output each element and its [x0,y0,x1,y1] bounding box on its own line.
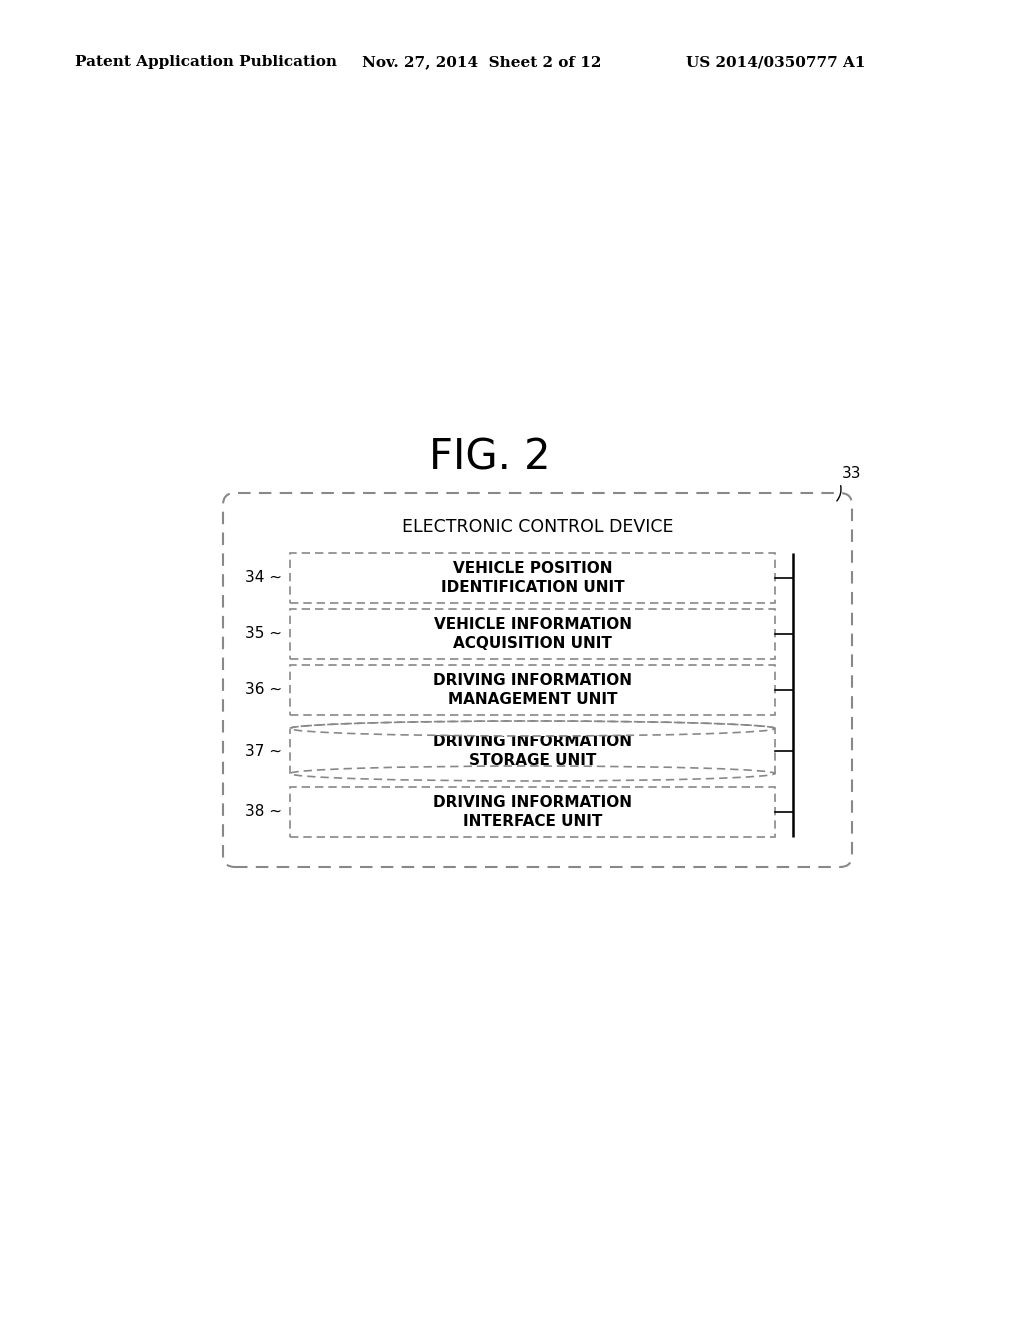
FancyBboxPatch shape [290,609,775,659]
Text: 33: 33 [842,466,861,480]
Text: VEHICLE POSITION
IDENTIFICATION UNIT: VEHICLE POSITION IDENTIFICATION UNIT [440,561,625,595]
Ellipse shape [290,721,775,737]
Text: DRIVING INFORMATION
INTERFACE UNIT: DRIVING INFORMATION INTERFACE UNIT [433,795,632,829]
FancyBboxPatch shape [290,787,775,837]
Text: 38 ~: 38 ~ [245,804,282,820]
Text: DRIVING INFORMATION
MANAGEMENT UNIT: DRIVING INFORMATION MANAGEMENT UNIT [433,673,632,706]
Ellipse shape [290,766,775,781]
Text: 36 ~: 36 ~ [245,682,282,697]
Bar [290,729,775,774]
Text: ELECTRONIC CONTROL DEVICE: ELECTRONIC CONTROL DEVICE [401,517,673,536]
Text: 34 ~: 34 ~ [245,570,282,586]
FancyBboxPatch shape [223,492,852,867]
FancyBboxPatch shape [290,553,775,603]
FancyBboxPatch shape [290,665,775,715]
Text: DRIVING INFORMATION
STORAGE UNIT: DRIVING INFORMATION STORAGE UNIT [433,734,632,768]
Text: Nov. 27, 2014  Sheet 2 of 12: Nov. 27, 2014 Sheet 2 of 12 [362,55,601,69]
Text: VEHICLE INFORMATION
ACQUISITION UNIT: VEHICLE INFORMATION ACQUISITION UNIT [433,618,632,651]
Text: Patent Application Publication: Patent Application Publication [75,55,337,69]
Text: 35 ~: 35 ~ [245,627,282,642]
Text: US 2014/0350777 A1: US 2014/0350777 A1 [686,55,865,69]
Text: FIG. 2: FIG. 2 [429,437,551,479]
Text: 37 ~: 37 ~ [245,743,282,759]
